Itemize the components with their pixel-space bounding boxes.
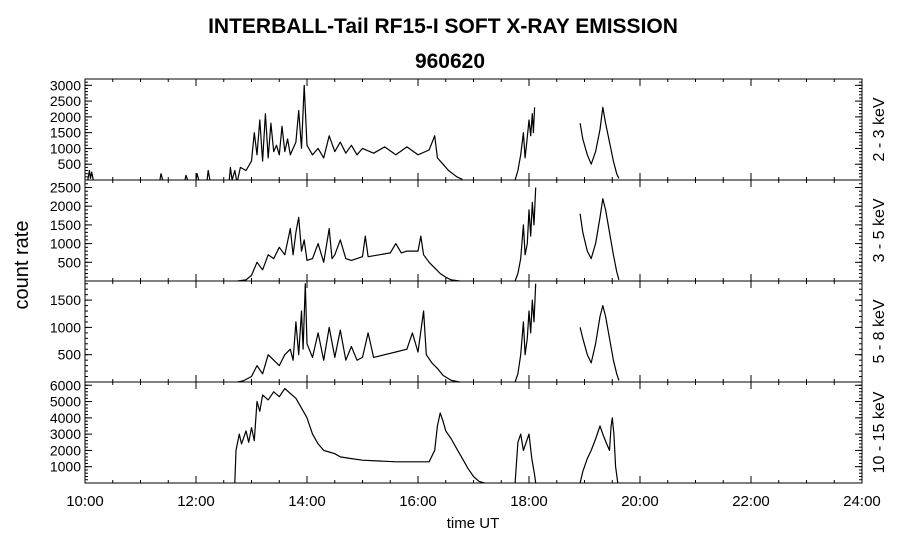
x-tick-label: 14:00 [288, 493, 326, 510]
x-tick-label: 16:00 [399, 493, 437, 510]
x-tick-label: 24:00 [843, 493, 881, 510]
series-line [195, 173, 200, 181]
y-tick-label: 2500 [50, 93, 81, 109]
chart-title: INTERBALL-Tail RF15-I SOFT X-RAY EMISSIO… [208, 15, 678, 38]
panel-3: 500 1000 1500 5 - 8 keV [50, 280, 888, 383]
series-line [234, 387, 485, 484]
series-line [579, 417, 619, 484]
y-tick-label: 2500 [50, 179, 81, 195]
series-line [87, 169, 94, 181]
panel-frame [84, 280, 863, 383]
y-tick-label: 1000 [50, 140, 81, 156]
panel-2: 500 1000 1500 2000 2500 3 - 5 keV [50, 179, 888, 282]
series-line [206, 169, 211, 181]
x-tick-label: 20:00 [621, 493, 659, 510]
y-tick-label: 1000 [50, 459, 81, 475]
series-line [237, 84, 463, 181]
band-label: 3 - 5 keV [871, 198, 888, 262]
x-ticks-layer: 10:00 12:00 14:00 16:00 18:00 20:00 22:00 24:00 [66, 493, 881, 510]
panel-frame [84, 78, 863, 181]
series-line [184, 174, 189, 181]
y-tick-label: 500 [58, 347, 82, 363]
series-line [514, 187, 537, 282]
y-tick-label: 4000 [50, 410, 81, 426]
y-tick-label: 1500 [50, 292, 81, 308]
series-line [579, 305, 620, 381]
y-tick-label: 1000 [50, 319, 81, 335]
y-tick-label: 5000 [50, 394, 81, 410]
series-line [159, 173, 164, 181]
y-tick-label: 500 [58, 254, 82, 270]
y-tick-label: 2000 [50, 109, 81, 125]
y-tick-label: 2000 [50, 442, 81, 458]
series-line [514, 433, 537, 484]
x-tick-label: 22:00 [732, 493, 770, 510]
series-line [514, 283, 537, 383]
band-label: 2 - 3 keV [871, 97, 888, 161]
y-tick-label: 1000 [50, 236, 81, 252]
y-tick-label: 1500 [50, 125, 81, 141]
y-tick-label: 3000 [50, 77, 81, 93]
chart-subtitle: 960620 [415, 50, 485, 73]
y-tick-label: 3000 [50, 426, 81, 442]
series-line [579, 198, 620, 281]
series-line [237, 216, 460, 282]
x-tick-label: 12:00 [177, 493, 215, 510]
y-tick-label: 6000 [50, 377, 81, 393]
panel-frame [84, 179, 863, 282]
x-axis-label: time UT [447, 515, 500, 532]
series-line [514, 107, 536, 181]
y-axis-label: count rate [11, 221, 33, 310]
y-tick-label: 2000 [50, 198, 81, 214]
y-tick-label: 500 [58, 156, 82, 172]
x-tick-label: 18:00 [510, 493, 548, 510]
band-label: 10 - 15 keV [871, 391, 888, 473]
series-line [228, 166, 238, 181]
series-line [237, 283, 460, 383]
y-tick-label: 1500 [50, 217, 81, 233]
x-tick-label: 10:00 [66, 493, 104, 510]
band-label: 5 - 8 keV [871, 299, 888, 363]
panel-frame [84, 381, 863, 484]
series-line [579, 106, 620, 179]
